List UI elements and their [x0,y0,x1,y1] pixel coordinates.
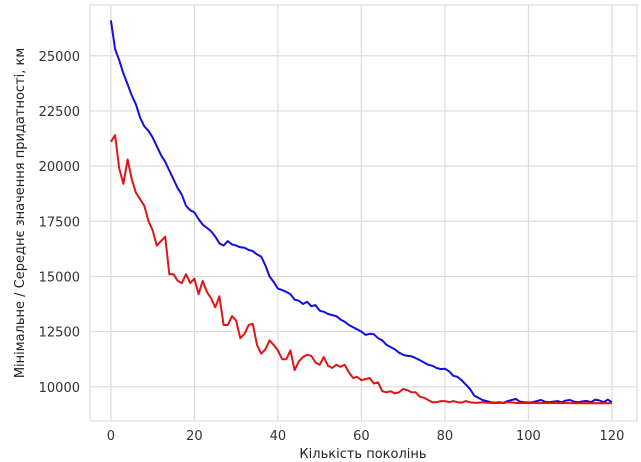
x-tick-label: 80 [437,429,454,444]
x-tick-label: 20 [186,429,203,444]
x-tick-label: 120 [600,429,625,444]
y-tick-label: 12500 [39,326,80,341]
y-tick-labels: 10000 12500 15000 17500 20000 22500 25000 [39,50,80,396]
y-axis-label: Мінімальне / Середнє значення придатност… [13,48,28,378]
series-group [109,20,613,405]
x-tick-label: 0 [107,429,115,444]
x-tick-label: 40 [270,429,287,444]
grid [90,5,637,421]
y-tick-label: 25000 [39,50,80,65]
series-line-2 [110,134,612,405]
y-tick-label: 22500 [39,105,80,120]
x-tick-labels: 0 20 40 60 80 100 120 [107,429,625,444]
y-tick-label: 10000 [39,381,80,396]
plot-area [89,4,638,422]
x-axis-label: Кількість поколінь [299,447,426,462]
y-tick-label: 20000 [39,160,80,175]
y-tick-label: 17500 [39,215,80,230]
y-tick-label: 15000 [39,270,80,285]
x-tick-label: 100 [516,429,541,444]
x-tick-label: 60 [353,429,370,444]
